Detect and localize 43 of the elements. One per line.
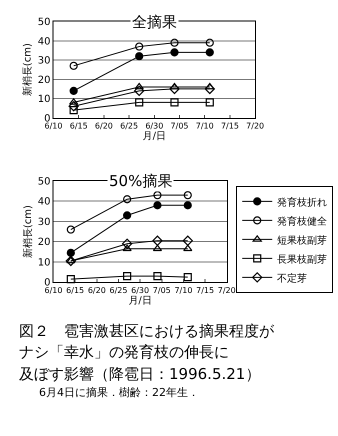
chart-title: 50%摘果 — [109, 172, 172, 190]
y-axis-title: 新梢長(cm) — [22, 43, 34, 96]
chart-title: 全摘果 — [132, 13, 177, 31]
text: 6月4日に摘果．樹齢：22年生． — [39, 386, 199, 399]
x-tick-label: 6/30 — [131, 286, 150, 295]
x-tick-label: 7/05 — [170, 121, 189, 130]
x-tick-label: 6/20 — [94, 121, 113, 130]
legend-label: 発育枝折れ — [277, 196, 328, 208]
x-tick-label: 6/30 — [145, 121, 164, 130]
x-tick-label: 6/20 — [88, 286, 106, 295]
y-tick-label: 50 — [38, 176, 50, 188]
x-tick-label: 6/15 — [70, 121, 88, 130]
x-tick-label: 6/10 — [44, 121, 62, 130]
y-tick-label: 30 — [38, 216, 50, 228]
text: 及ぼす影響（降雹日：1996.5.21） — [19, 365, 260, 383]
x-tick-label: 6/10 — [44, 286, 62, 295]
x-tick-label: 7/15 — [196, 286, 214, 295]
x-tick-label: 6/25 — [120, 121, 138, 130]
y-axis-title: 新梢長(cm) — [22, 204, 34, 258]
x-tick-label: 7/20 — [246, 121, 264, 130]
y-tick-label: 20 — [38, 237, 50, 248]
legend-label: 長果枝副芽 — [277, 253, 328, 266]
y-tick-label: 10 — [38, 257, 50, 268]
x-axis-title: 月/日 — [128, 295, 152, 306]
text: ナシ「幸水」の発育枝の伸長に — [19, 343, 229, 361]
x-axis-title: 月/日 — [142, 130, 166, 142]
x-tick-label: 7/10 — [174, 286, 192, 295]
legend-label: 発育枝健全 — [277, 215, 328, 228]
y-tick-label: 50 — [38, 17, 50, 28]
x-tick-label: 6/15 — [66, 286, 84, 295]
x-tick-label: 6/25 — [109, 286, 128, 295]
x-tick-label: 7/10 — [196, 121, 214, 130]
y-tick-label: 40 — [38, 196, 50, 208]
y-tick-label: 40 — [38, 36, 50, 48]
x-tick-label: 7/15 — [220, 121, 239, 130]
legend-label: 不定芽 — [277, 272, 308, 284]
legend-label: 短果枝副芽 — [277, 234, 328, 246]
x-tick-label: 7/20 — [218, 286, 236, 295]
y-tick-label: 10 — [38, 94, 50, 106]
caption: 図２ 雹害激甚区における摘果程度が — [19, 322, 275, 340]
y-tick-label: 30 — [38, 56, 50, 67]
x-tick-label: 7/05 — [152, 286, 171, 295]
y-tick-label: 20 — [38, 74, 50, 86]
